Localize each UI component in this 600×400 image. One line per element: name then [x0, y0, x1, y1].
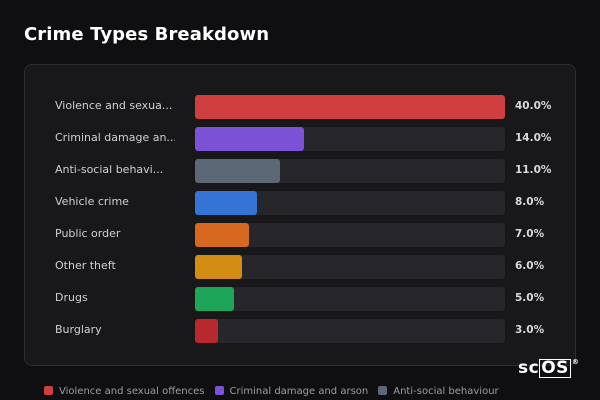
bar[interactable]	[195, 127, 304, 151]
bar-row: Burglary 3.0%	[25, 319, 577, 343]
legend-item[interactable]: Anti-social behaviour	[378, 386, 499, 397]
bar[interactable]	[195, 95, 505, 119]
bar-row: Other theft 6.0%	[25, 255, 577, 279]
bar-track	[195, 95, 505, 119]
legend-label: Anti-social behaviour	[393, 386, 499, 397]
bar[interactable]	[195, 191, 257, 215]
bar[interactable]	[195, 159, 280, 183]
bar[interactable]	[195, 319, 218, 343]
bar-category-label: Public order	[55, 227, 121, 240]
bar-value-label: 5.0%	[515, 292, 545, 304]
scos-logo: sc OS ®	[518, 358, 579, 378]
legend-item[interactable]: Violence and sexual offences	[44, 386, 205, 397]
legend-item[interactable]: Criminal damage and arson	[214, 386, 369, 397]
bar[interactable]	[195, 287, 234, 311]
bar-value-label: 40.0%	[515, 100, 552, 112]
legend-label: Criminal damage and arson	[229, 386, 369, 397]
legend-swatch	[44, 386, 53, 395]
bar-track	[195, 223, 505, 247]
bar-track	[195, 127, 505, 151]
bar-row: Anti-social behavi... 11.0%	[25, 159, 577, 183]
bar-value-label: 11.0%	[515, 164, 552, 176]
bar-value-label: 8.0%	[515, 196, 545, 208]
bar-category-label: Violence and sexua...	[55, 99, 173, 112]
bar-track	[195, 191, 505, 215]
bar-track	[195, 255, 505, 279]
bar-row: Drugs 5.0%	[25, 287, 577, 311]
logo-text-sc: sc	[518, 358, 540, 378]
bar-category-label: Drugs	[55, 291, 88, 304]
legend-swatch	[378, 386, 388, 395]
chart-title: Crime Types Breakdown	[24, 24, 270, 45]
bar-row: Public order 7.0%	[25, 223, 577, 247]
chart-legend: Violence and sexual offences Criminal dam…	[44, 386, 509, 397]
bar-value-label: 3.0%	[515, 324, 545, 336]
logo-registered-mark: ®	[571, 358, 580, 366]
bar-row: Vehicle crime 8.0%	[25, 191, 577, 215]
bar[interactable]	[195, 223, 249, 247]
bar-category-label: Criminal damage an...	[55, 131, 175, 144]
bar-value-label: 14.0%	[515, 132, 552, 144]
bar-category-label: Vehicle crime	[55, 195, 129, 208]
bar-value-label: 7.0%	[515, 228, 545, 240]
legend-swatch	[214, 386, 224, 395]
logo-text-os: OS	[539, 358, 571, 378]
bar-track	[195, 319, 505, 343]
bar-track	[195, 287, 505, 311]
bar-row: Violence and sexua... 40.0%	[25, 95, 577, 119]
chart-panel: Violence and sexua... 40.0% Criminal damag…	[24, 64, 576, 366]
bar[interactable]	[195, 255, 242, 279]
legend-label: Violence and sexual offences	[59, 386, 205, 397]
bar-category-label: Other theft	[55, 259, 116, 272]
bar-track	[195, 159, 505, 183]
bar-category-label: Anti-social behavi...	[55, 163, 164, 176]
bar-value-label: 6.0%	[515, 260, 545, 272]
bar-category-label: Burglary	[55, 323, 102, 336]
bar-row: Criminal damage an... 14.0%	[25, 127, 577, 151]
